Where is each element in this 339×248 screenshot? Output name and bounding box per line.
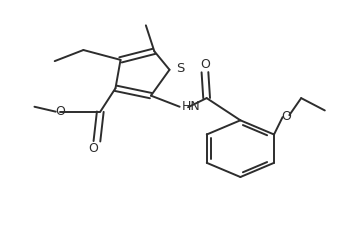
Text: HN: HN xyxy=(182,100,201,113)
Text: O: O xyxy=(88,142,98,155)
Text: O: O xyxy=(281,110,291,123)
Text: O: O xyxy=(200,58,210,71)
Text: S: S xyxy=(176,62,184,75)
Text: O: O xyxy=(55,105,65,118)
